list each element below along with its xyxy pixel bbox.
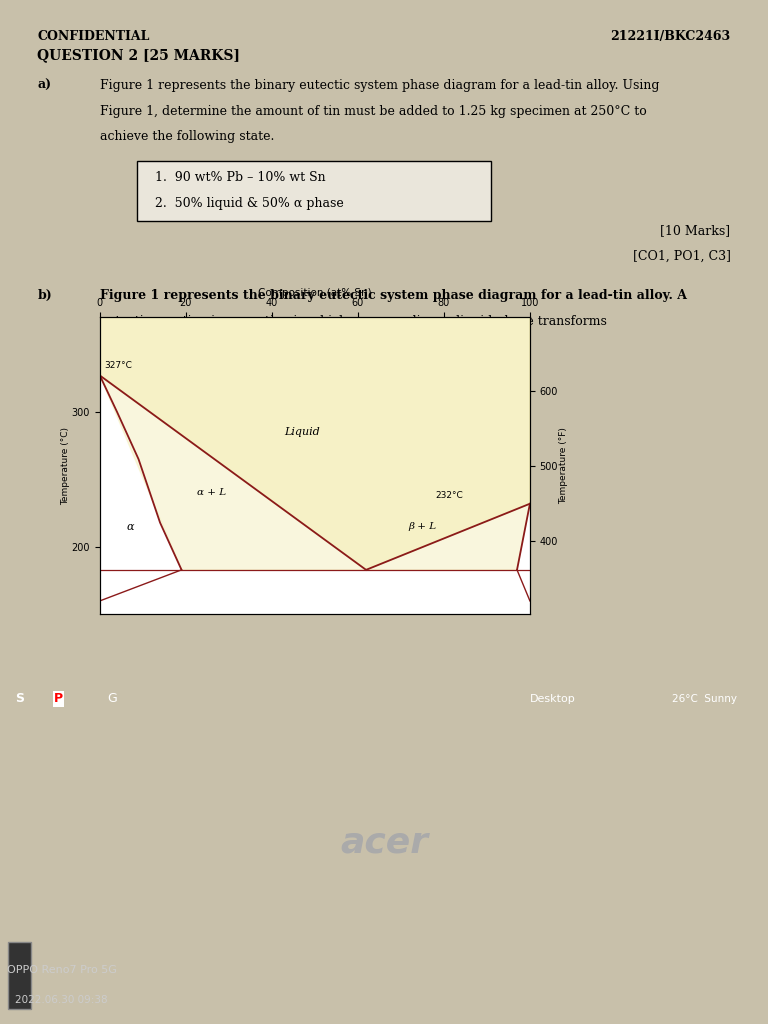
Text: 2.  50% liquid & 50% α phase: 2. 50% liquid & 50% α phase [155,198,344,210]
Text: Figure 1, determine the amount of tin must be added to 1.25 kg specimen at 250°C: Figure 1, determine the amount of tin mu… [100,104,647,118]
Text: OPPO Reno7 Pro 5G: OPPO Reno7 Pro 5G [6,965,117,975]
Text: S: S [15,692,25,706]
Text: acer: acer [340,825,428,860]
Text: P: P [54,692,63,706]
Text: QUESTION 2 [25 MARKS]: QUESTION 2 [25 MARKS] [38,48,240,62]
X-axis label: Composition (at% Sn): Composition (at% Sn) [258,289,372,298]
Text: 26°C  Sunny: 26°C Sunny [672,694,737,703]
Polygon shape [100,376,366,569]
Polygon shape [366,504,530,569]
Y-axis label: Temperature (°C): Temperature (°C) [61,427,70,505]
Text: Liquid: Liquid [284,427,319,437]
Bar [8,942,31,1009]
Text: G: G [108,692,118,706]
Text: α + L: α + L [197,488,227,498]
Text: 2022.06.30 09:38: 2022.06.30 09:38 [15,995,108,1005]
Text: Figure 1 represents the binary eutectic system phase diagram for a lead-tin allo: Figure 1 represents the binary eutectic … [100,79,660,92]
Text: b): b) [38,289,52,302]
Text: achieve the following state.: achieve the following state. [100,130,274,143]
Y-axis label: Temperature (°F): Temperature (°F) [560,427,568,505]
Text: a): a) [38,79,51,92]
Polygon shape [100,317,530,569]
Text: 1.  90 wt% Pb – 10% wt Sn: 1. 90 wt% Pb – 10% wt Sn [155,171,326,184]
Text: eutectic reaction is a reaction in which, upon cooling, a liquid phase transform: eutectic reaction is a reaction in which… [100,314,607,328]
Text: Desktop: Desktop [530,694,576,703]
Text: CONFIDENTIAL: CONFIDENTIAL [38,30,150,43]
Text: isothermally and reversibly into two intimately mixed solid phases.: isothermally and reversibly into two int… [100,340,525,353]
Text: [10 Marks]: [10 Marks] [660,224,730,238]
FancyBboxPatch shape [137,161,491,221]
Text: 327°C: 327°C [104,361,132,370]
Text: α: α [126,521,134,531]
Text: 232°C: 232°C [435,490,463,500]
Text: [CO1, PO1, C3]: [CO1, PO1, C3] [633,250,730,263]
Text: Figure 1 represents the binary eutectic system phase diagram for a lead-tin allo: Figure 1 represents the binary eutectic … [100,289,687,302]
Text: β + L: β + L [409,522,436,531]
Text: 21221I/BKC2463: 21221I/BKC2463 [611,30,730,43]
